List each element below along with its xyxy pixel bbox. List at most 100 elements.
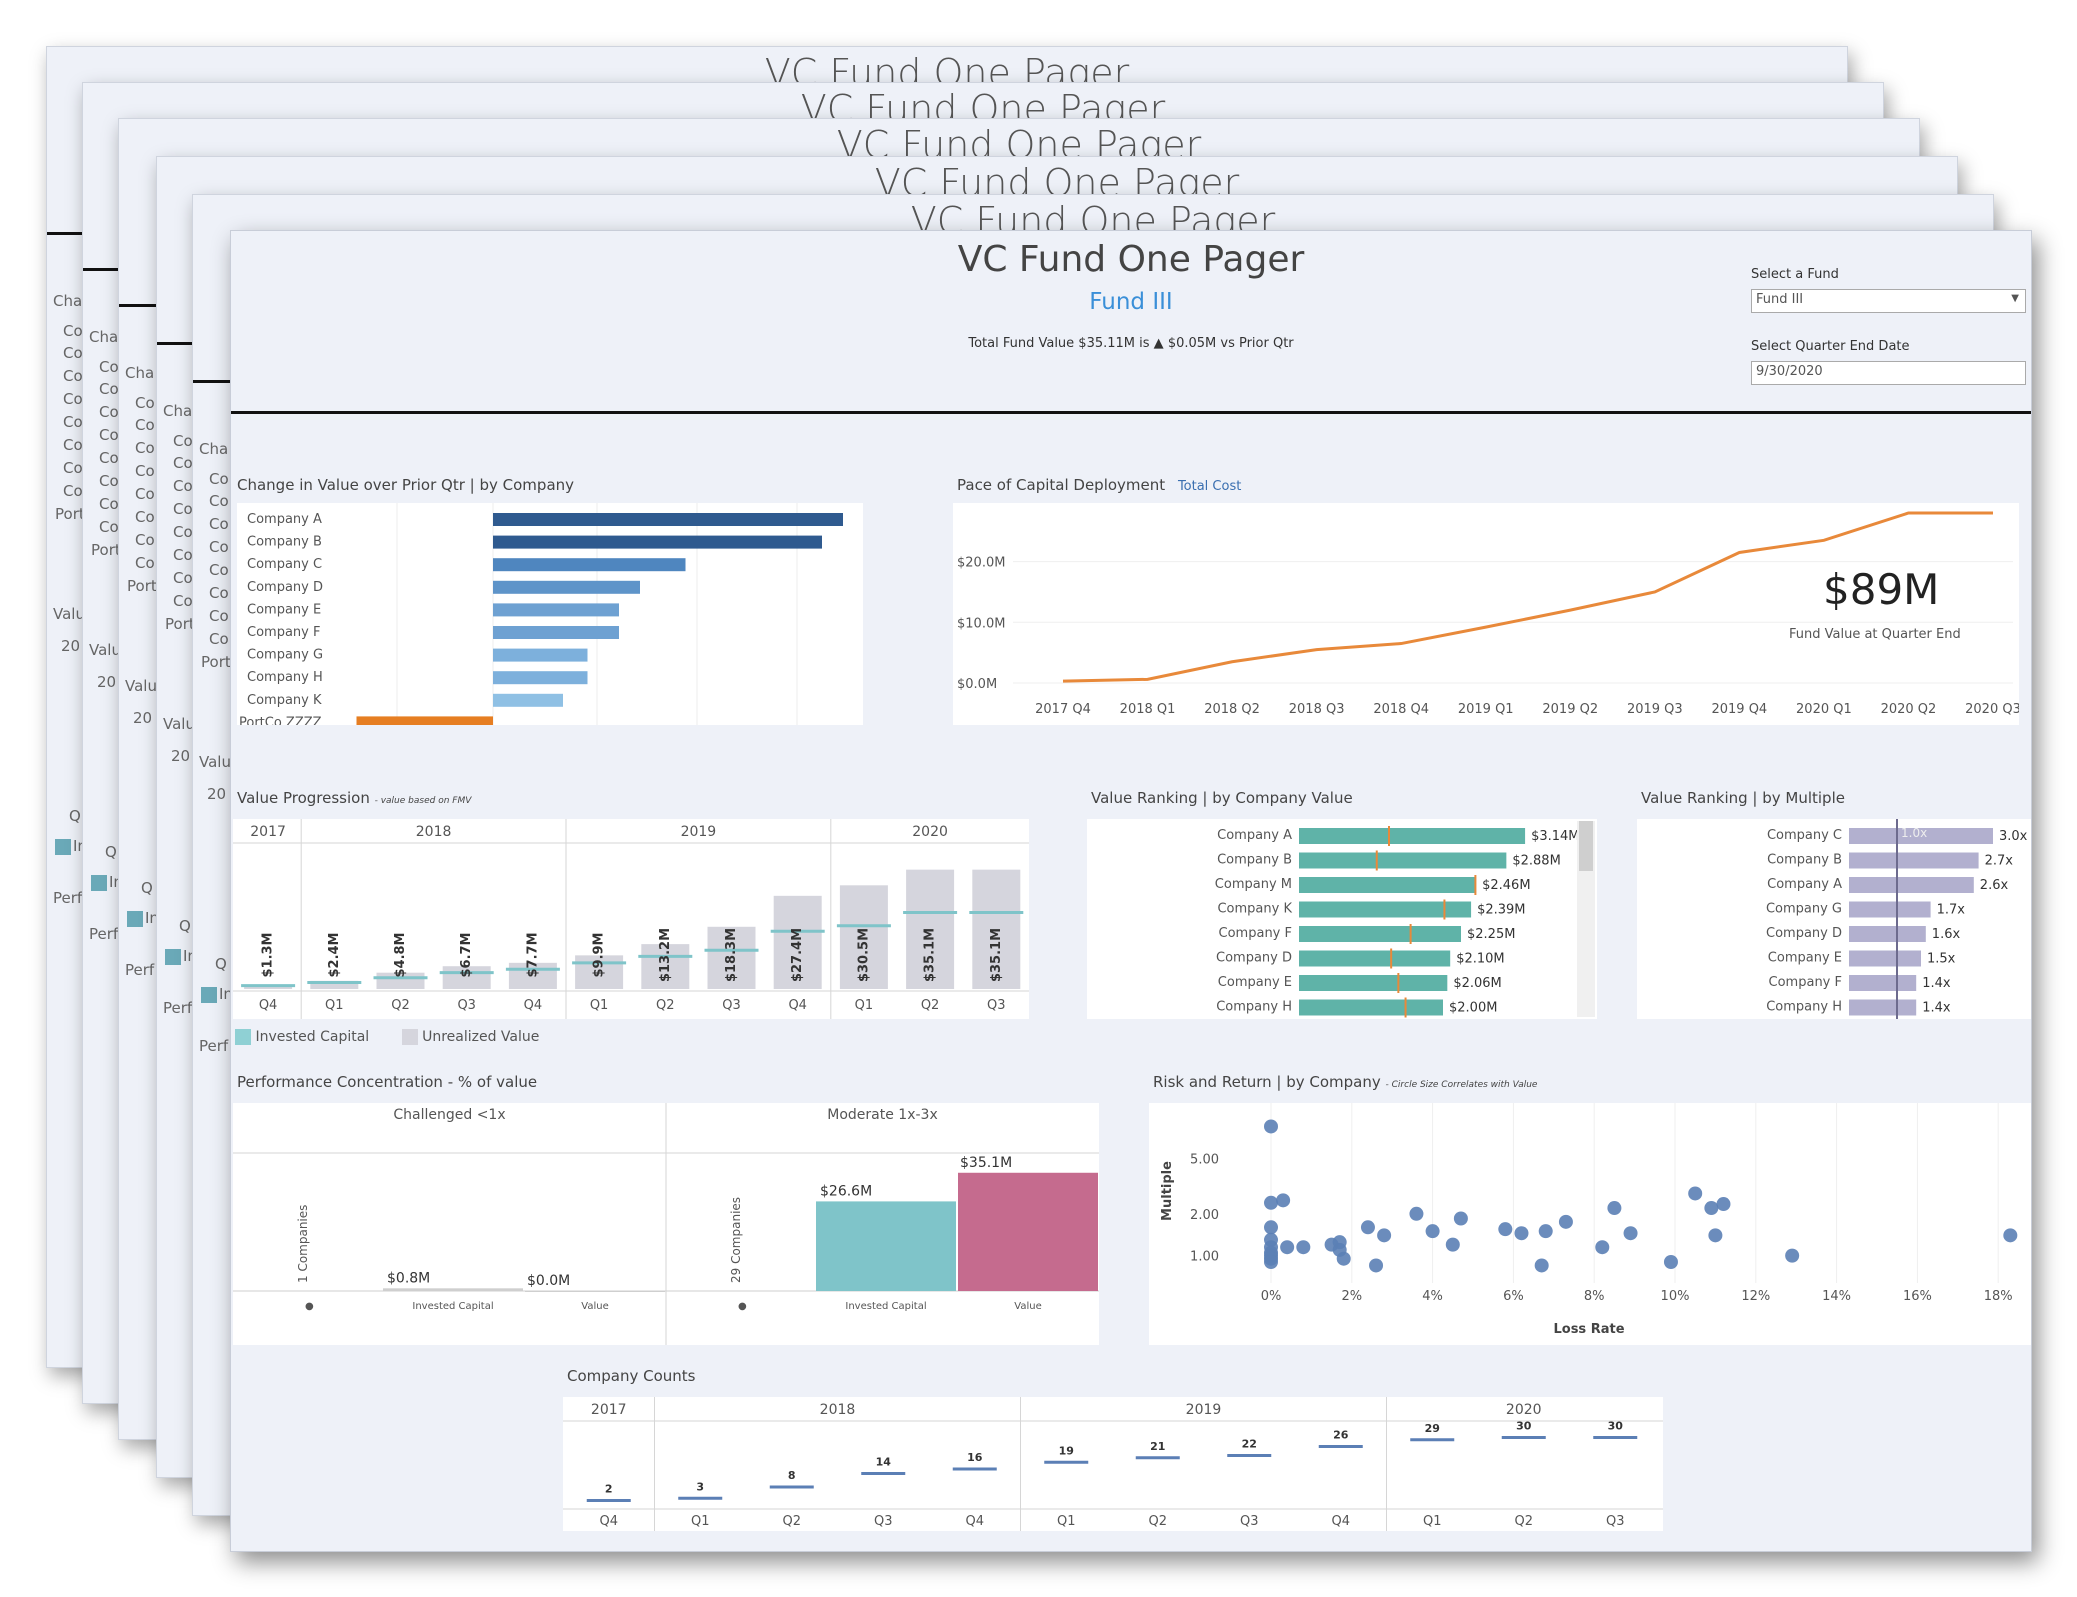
value-label: $9.9M — [592, 932, 607, 977]
x-tick-label: 10% — [1661, 1289, 1690, 1304]
background-sheet-snippet: Cha — [199, 440, 229, 458]
unrealized-bar — [773, 895, 822, 989]
background-sheet-snippet: Cha — [53, 292, 83, 310]
quarter-label: Q3 — [987, 998, 1006, 1013]
fund-selector-label: Select a Fund — [1751, 267, 1839, 282]
scatter-point — [1264, 1220, 1278, 1235]
value-bar — [1299, 975, 1448, 991]
change-bar — [493, 535, 822, 549]
change-bar — [493, 603, 619, 617]
company-label: Company D — [1766, 926, 1842, 941]
x-tick-label: 2020 Q1 — [1796, 702, 1852, 717]
multiple-bar — [1849, 999, 1917, 1016]
x-tick-label: 12% — [1741, 1289, 1770, 1304]
company-label: Company K — [247, 693, 322, 708]
multiple-label: 1.7x — [1937, 903, 1966, 918]
company-label: Company B — [247, 535, 322, 550]
value-progression-title: Value Progression - value based on FMV — [237, 789, 471, 807]
scatter-point — [1708, 1228, 1723, 1243]
scatter-point — [1704, 1201, 1719, 1216]
scatter-point — [1296, 1240, 1311, 1255]
quarter-label: Q1 — [590, 998, 609, 1013]
header-divider — [231, 411, 2031, 414]
x-tick-label: 14% — [1822, 1289, 1851, 1304]
invested-value-label: $0.8M — [387, 1270, 430, 1286]
scatter-point — [1264, 1195, 1278, 1210]
date-selector[interactable]: 9/30/2020 — [1751, 361, 2026, 385]
chevron-down-icon: ▼ — [2011, 293, 2019, 304]
scatter-point — [1663, 1254, 1678, 1269]
value-progression-chart: 2017 2018 2019 2020 $1.3M Q4 $2.4M Q1 $4.8M Q2 $6.… — [233, 819, 1029, 1019]
count-label: 29 — [1425, 1422, 1440, 1435]
background-sheet-snippet: 20 — [97, 673, 117, 691]
company-label: Company F — [1769, 975, 1842, 990]
change-in-value-chart: Company A Company B Company C Company D Comp… — [239, 503, 843, 730]
value-label: $13.2M — [658, 928, 673, 982]
company-label: Company D — [247, 580, 323, 595]
x-tick-label: 2018 Q4 — [1373, 702, 1429, 717]
background-sheet-legend-swatch — [201, 987, 217, 1003]
x-tick-label: 2020 Q2 — [1881, 702, 1937, 717]
background-sheet-snippet: Port — [91, 541, 121, 559]
background-sheet-snippet: 20 — [171, 747, 191, 765]
quarter-label: Q4 — [524, 998, 543, 1013]
value-label: $4.8M — [393, 932, 408, 977]
scatter-point — [1514, 1226, 1529, 1241]
legend-swatch-invested — [235, 1029, 251, 1045]
year-header: 2018 — [416, 824, 452, 840]
change-bar — [493, 693, 563, 707]
background-sheet-snippet: Cha — [125, 364, 155, 382]
count-label: 21 — [1150, 1440, 1165, 1453]
year-header: 2020 — [1506, 1402, 1542, 1418]
background-sheet-snippet: Perf — [163, 999, 193, 1017]
ranking-multiple-title: Value Ranking | by Multiple — [1641, 789, 1845, 807]
value-label: $35.1M — [989, 928, 1004, 982]
count-label: 30 — [1516, 1420, 1532, 1433]
total-cost-link[interactable]: Total Cost — [1177, 479, 1242, 494]
quarter-label: Q1 — [1423, 1514, 1442, 1529]
background-sheet-snippet: Co — [135, 416, 155, 434]
scatter-point — [1785, 1248, 1800, 1263]
background-sheet-snippet: Co — [63, 436, 83, 454]
value-label: $30.5M — [856, 928, 871, 982]
change-bar — [493, 671, 588, 685]
change-bar — [356, 716, 493, 730]
value-label: $2.10M — [1456, 952, 1504, 967]
background-sheet-snippet: Co — [63, 482, 83, 500]
change-in-value-panel: Company A Company B Company C Company D Comp… — [237, 503, 863, 730]
scatter-point — [1453, 1211, 1468, 1226]
change-bar — [493, 513, 843, 526]
ranking-scrollbar[interactable] — [1577, 821, 1595, 1017]
change-bar — [493, 648, 588, 662]
risk-return-chart: 0% 2% 4% 6% 8% 10% 12% 14% 16% 18% 1.00 2.00 5.00 Los… — [1160, 1103, 2018, 1337]
value-value-label: $0.0M — [527, 1273, 570, 1289]
unrealized-bar — [707, 926, 756, 989]
quarter-label: Q4 — [259, 998, 278, 1013]
background-sheet-snippet: Co — [173, 454, 193, 472]
y-tick-label: $20.0M — [957, 556, 1005, 571]
count-label: 8 — [788, 1469, 796, 1482]
ranking-scrollbar-thumb[interactable] — [1579, 821, 1593, 871]
scatter-point — [1558, 1214, 1573, 1229]
scatter-point — [1264, 1254, 1278, 1269]
company-label: Company A — [247, 512, 322, 527]
quarter-label: Q1 — [1057, 1514, 1076, 1529]
value-label: $2.06M — [1453, 976, 1501, 991]
legend-invested-label: Invested Capital — [255, 1029, 370, 1045]
up-arrow-icon: ▲ — [1153, 336, 1164, 351]
value-label: $35.1M — [923, 928, 938, 982]
value-label: $6.7M — [459, 932, 474, 977]
fund-selector[interactable]: Fund III ▼ — [1751, 289, 2026, 313]
scatter-point — [1377, 1228, 1392, 1243]
company-label: Company E — [1218, 975, 1292, 990]
quarter-label: Q4 — [788, 998, 807, 1013]
concentration-title: Performance Concentration - % of value — [237, 1073, 538, 1091]
invested-bar — [383, 1288, 523, 1291]
background-sheet-snippet: Co — [173, 546, 193, 564]
background-sheet-snippet: Port — [165, 615, 195, 633]
unrealized-bar — [906, 869, 955, 989]
company-label: Company C — [1767, 828, 1842, 843]
company-label: Company E — [1768, 951, 1842, 966]
scatter-point — [1716, 1197, 1731, 1212]
background-sheet-snippet: Co — [99, 495, 119, 513]
